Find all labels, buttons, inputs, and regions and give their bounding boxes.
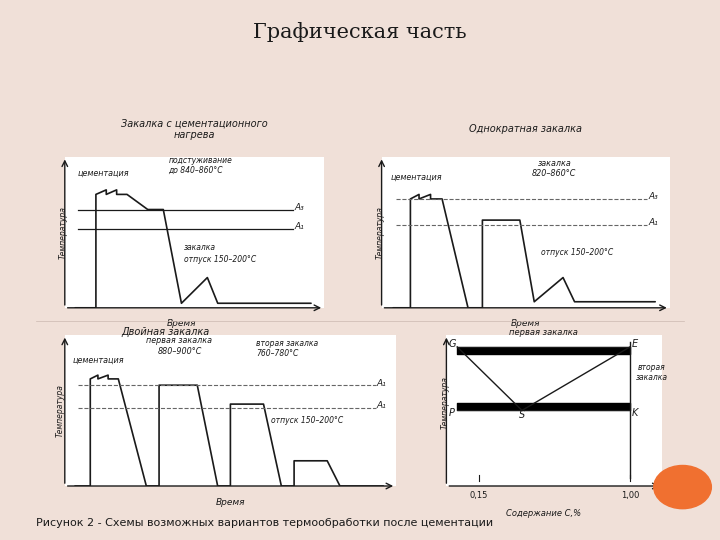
Text: E: E (632, 339, 639, 349)
Text: первая закалка: первая закалка (509, 328, 578, 337)
Text: А₁: А₁ (377, 379, 387, 388)
Text: Температура: Температура (55, 384, 64, 437)
Text: А₃: А₃ (294, 202, 304, 212)
Text: Графическая часть: Графическая часть (253, 22, 467, 42)
Text: Закалка с цементационного
нагрева: Закалка с цементационного нагрева (121, 118, 268, 140)
Text: Двойная закалка: Двойная закалка (122, 327, 210, 337)
Text: отпуск 150–200°С: отпуск 150–200°С (271, 416, 343, 425)
Text: отпуск 150–200°С: отпуск 150–200°С (184, 255, 256, 265)
Text: Температура: Температура (59, 206, 68, 259)
Text: цементация: цементация (390, 172, 442, 181)
Text: А₁: А₁ (377, 402, 387, 410)
Text: А₁: А₁ (648, 218, 658, 227)
Text: подстуживание
до 840–860°С: подстуживание до 840–860°С (168, 156, 233, 176)
Text: Время: Время (216, 498, 245, 507)
Text: А₃: А₃ (648, 192, 658, 201)
Text: закалка: закалка (184, 244, 216, 252)
Text: А₁: А₁ (294, 222, 304, 232)
Text: вторая закалка
760–780°С: вторая закалка 760–780°С (256, 339, 318, 358)
Text: вторая
закалка: вторая закалка (636, 363, 667, 382)
Text: K: K (632, 408, 639, 418)
Text: 1,00: 1,00 (621, 491, 639, 500)
Text: P: P (449, 408, 454, 418)
Text: первая закалка
880–900°С: первая закалка 880–900°С (146, 336, 212, 356)
Text: Рисунок 2 - Схемы возможных вариантов термообработки после цементации: Рисунок 2 - Схемы возможных вариантов те… (36, 518, 493, 528)
Text: Время: Время (167, 319, 196, 328)
Text: Температура: Температура (376, 206, 384, 259)
Text: 0,15: 0,15 (469, 491, 488, 500)
Text: Однократная закалка: Однократная закалка (469, 124, 582, 134)
Text: цементация: цементация (78, 169, 130, 178)
Text: закалка
820–860°С: закалка 820–860°С (532, 159, 577, 178)
Text: Время: Время (511, 319, 540, 328)
Text: цементация: цементация (72, 355, 124, 364)
Text: Температура: Температура (441, 376, 450, 429)
Text: отпуск 150–200°С: отпуск 150–200°С (541, 248, 613, 257)
Text: Содержание С,%: Содержание С,% (506, 509, 581, 518)
Text: S: S (519, 410, 525, 420)
Text: G: G (449, 339, 456, 349)
